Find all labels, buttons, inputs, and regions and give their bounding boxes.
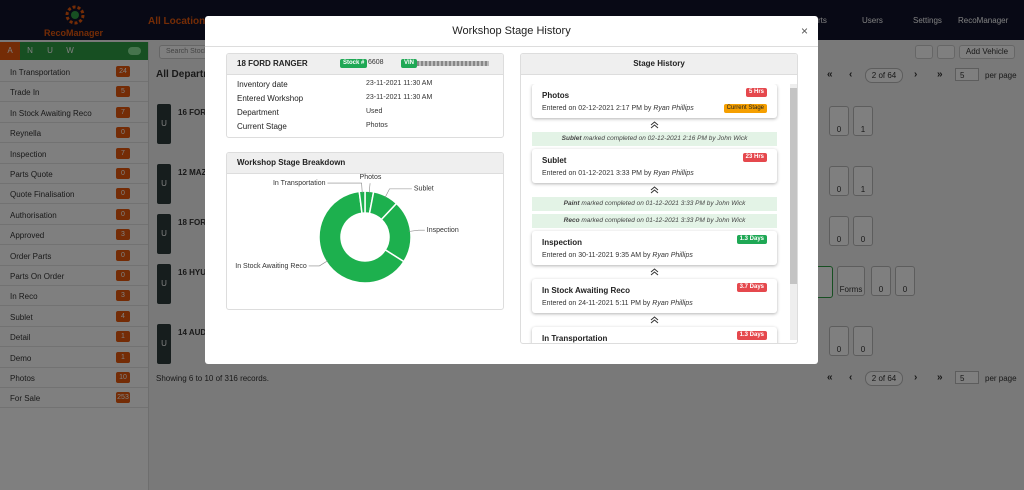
close[interactable]: × xyxy=(801,24,809,38)
duration-badge: 5 Hrs xyxy=(745,88,767,97)
chevron-icon xyxy=(650,186,659,194)
stage-name: Photos xyxy=(542,91,570,100)
user: Ryan Phillips xyxy=(653,170,694,177)
row-label: Current Stage xyxy=(237,122,287,131)
vin-redacted xyxy=(417,61,489,66)
modal: Workshop Stage History × 18 FORD RANGER … xyxy=(205,16,818,364)
entered: Entered on 01-12-2021 3:33 PM by Ryan Ph… xyxy=(542,170,694,177)
stage-card: Photos 5 Hrs Entered on 02-12-2021 2:17 PM… xyxy=(532,84,777,118)
scrollbar[interactable] xyxy=(790,84,797,340)
note-stage: Reco xyxy=(563,217,580,224)
history-header: Stage History xyxy=(521,54,797,75)
leader-line xyxy=(368,183,371,194)
stage-card: Sublet 23 Hrs Entered on 01-12-2021 3:33 P… xyxy=(532,149,777,183)
user: Ryan Phillips xyxy=(653,105,694,112)
leader-line xyxy=(327,182,363,194)
note-text: marked completed on 01-12-2021 3:33 PM b… xyxy=(581,217,746,224)
entered-text: Entered on 30-11-2021 9:35 AM by xyxy=(542,252,651,259)
stock-badge: Stock # xyxy=(340,59,368,68)
breakdown-card: Workshop Stage Breakdown Photos Sublet Ins… xyxy=(226,152,504,310)
chevron xyxy=(650,186,659,194)
row-value: 23-11-2021 11:30 AM xyxy=(366,80,433,87)
pie-slice xyxy=(358,190,366,215)
vehicle-card: 18 FORD RANGER Stock # 6608 VIN Inventor… xyxy=(226,53,504,138)
stage-name: Sublet xyxy=(542,156,567,165)
row-value: 23-11-2021 11:30 AM xyxy=(366,94,433,101)
user: Ryan Phillips xyxy=(652,300,693,307)
row-label: Inventory date xyxy=(237,80,288,89)
row-label: Entered Workshop xyxy=(237,94,304,103)
chevron xyxy=(650,268,659,276)
note-stage: Paint xyxy=(563,200,580,207)
chevron-icon xyxy=(650,121,659,129)
pie-slice xyxy=(318,190,405,284)
duration-badge: 23 Hrs xyxy=(742,153,767,162)
chevron xyxy=(650,121,659,129)
note-stage: Sublet xyxy=(561,135,582,142)
note: Reco marked completed on 01-12-2021 3:33… xyxy=(532,214,777,228)
duration-badge: 3.7 Days xyxy=(736,283,767,292)
leader-line xyxy=(384,188,412,198)
entered: Entered on 30-11-2021 9:35 AM by Ryan Ph… xyxy=(542,252,693,259)
duration-badge: 1.3 Days xyxy=(736,235,767,244)
stage-name: In Transportation xyxy=(542,334,608,343)
stock: 6608 xyxy=(368,59,384,66)
vehicle-name: 18 FORD RANGER xyxy=(237,59,308,68)
duration-badge: 1.3 Days xyxy=(736,331,767,340)
stage-name: In Stock Awaiting Reco xyxy=(542,286,631,295)
slice-label: In Transportation xyxy=(273,180,326,187)
entered: Entered on 02-12-2021 2:17 PM by Ryan Ph… xyxy=(542,105,694,112)
chevron xyxy=(650,316,659,324)
stage-card: Inspection 1.3 Days Entered on 30-11-2021 … xyxy=(532,231,777,265)
slice-label: Sublet xyxy=(414,186,434,193)
stage-card: In Stock Awaiting Reco 3.7 Days Entered on… xyxy=(532,279,777,313)
note-text: marked completed on 01-12-2021 3:33 PM b… xyxy=(581,200,746,207)
leader-line xyxy=(408,229,425,232)
row-value: Photos xyxy=(366,122,388,129)
history-list: Photos 5 Hrs Entered on 02-12-2021 2:17 PM… xyxy=(521,84,789,343)
note: Sublet marked completed on 02-12-2021 2:… xyxy=(532,132,777,146)
donut-chart: Photos Sublet Inspection In Stock Awaiting … xyxy=(235,174,459,284)
row-value: Used xyxy=(366,108,383,115)
current-badge: Current Stage xyxy=(723,104,767,113)
history-title: Stage History xyxy=(633,59,685,68)
entered-text: Entered on 01-12-2021 3:33 PM by xyxy=(542,170,652,177)
slice-label: Inspection xyxy=(427,227,459,234)
note: Paint marked completed on 01-12-2021 3:3… xyxy=(532,197,777,211)
stage-name: Inspection xyxy=(542,238,583,247)
chevron-icon xyxy=(650,268,659,276)
modal-title: Workshop Stage History xyxy=(205,16,818,47)
row-label: Department xyxy=(237,108,279,117)
entered-text: Entered on 02-12-2021 2:17 PM by xyxy=(542,105,652,112)
leader-line xyxy=(308,260,329,267)
note-text: marked completed on 02-12-2021 2:16 PM b… xyxy=(583,135,748,142)
user: Ryan Phillips xyxy=(652,252,693,259)
breakdown-header: Workshop Stage Breakdown xyxy=(227,153,503,174)
entered-text: Entered on 24-11-2021 5:11 PM by xyxy=(542,300,651,307)
slice-label: Photos xyxy=(360,174,382,181)
chevron-icon xyxy=(650,316,659,324)
slice-label: In Stock Awaiting Reco xyxy=(235,263,307,270)
history-card: Stage History Photos 5 Hrs Entered on 02-1… xyxy=(520,53,798,344)
breakdown-title: Workshop Stage Breakdown xyxy=(237,158,346,167)
entered: Entered on 24-11-2021 5:11 PM by Ryan Ph… xyxy=(542,300,693,307)
vin-badge: VIN xyxy=(401,59,418,68)
